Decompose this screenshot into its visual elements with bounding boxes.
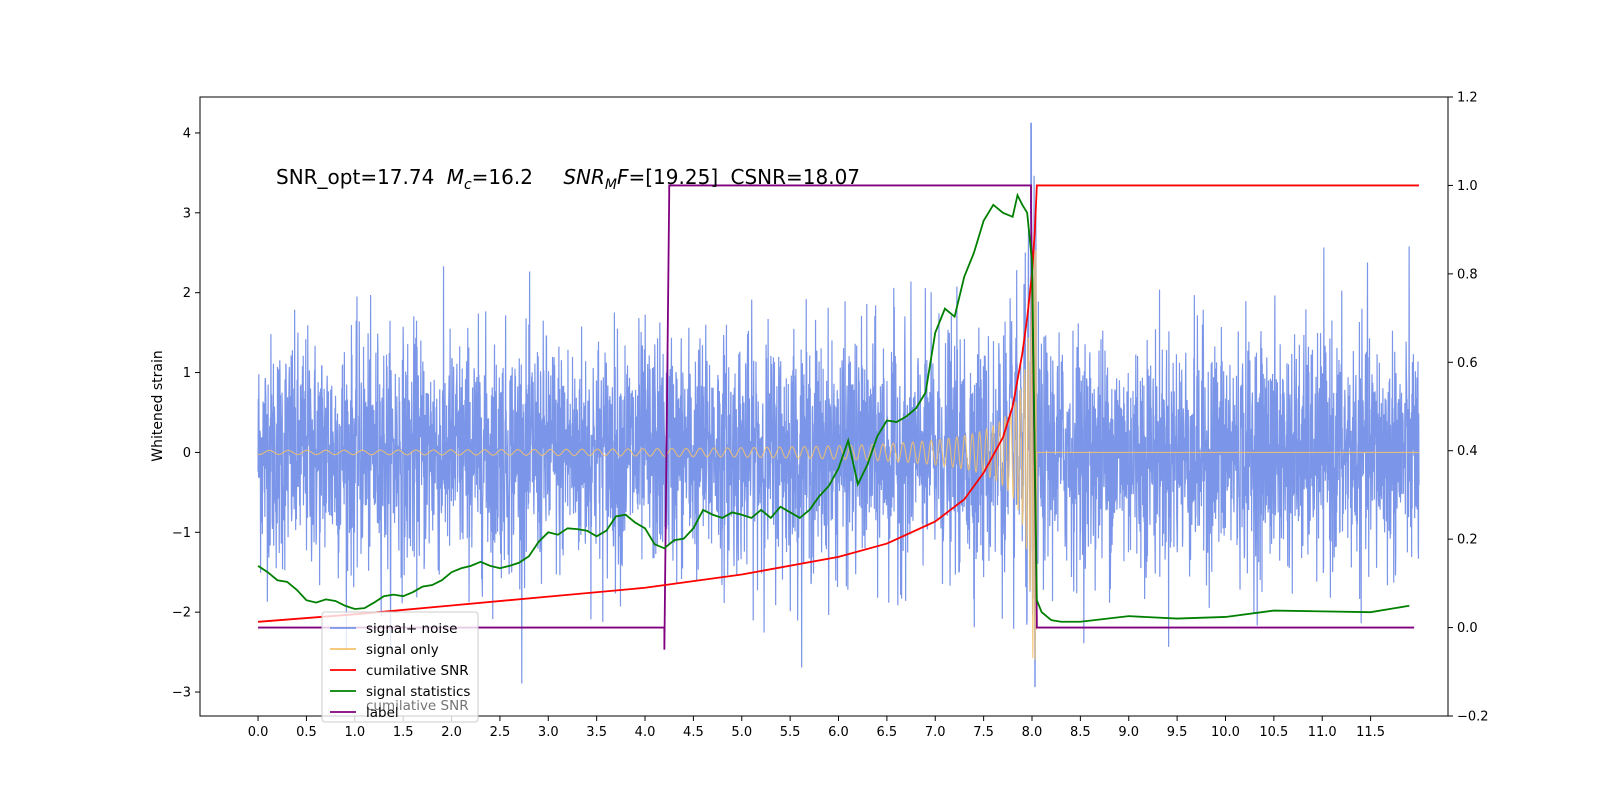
annot-snr-mf-f: F bbox=[617, 165, 629, 189]
annot-snr-mf-value: =[19.25] bbox=[629, 165, 719, 189]
x-tick-label: 0.5 bbox=[296, 725, 317, 740]
y-left-tick-label: −1 bbox=[172, 526, 191, 541]
legend-overlap-text: cumilative SNR bbox=[366, 698, 469, 714]
legend-label: signal statistics bbox=[366, 684, 470, 700]
signal-only-series bbox=[257, 249, 1419, 660]
x-tick-label: 9.0 bbox=[1118, 725, 1139, 740]
y-right-tick-label: 0.8 bbox=[1457, 267, 1478, 282]
legend-item: signal only bbox=[330, 642, 439, 658]
x-tick-label: 2.0 bbox=[441, 725, 462, 740]
signal-noise-series bbox=[257, 122, 1420, 688]
legend-item: cumilative SNR bbox=[330, 663, 469, 679]
x-tick-label: 0.0 bbox=[248, 725, 269, 740]
y-right-tick-label: 0.2 bbox=[1457, 533, 1478, 548]
y-left-tick-label: 3 bbox=[183, 206, 191, 221]
y-axis-label: Whitened strain bbox=[150, 350, 166, 461]
legend-label: signal only bbox=[366, 642, 439, 658]
y-right-tick-label: 0.4 bbox=[1457, 444, 1478, 459]
signal-noise-line bbox=[257, 122, 1420, 688]
y-left-tick-label: 0 bbox=[183, 446, 191, 461]
chart-annotation: SNR_opt=17.74 Mc=16.2 SNRMF=[19.25] CSNR… bbox=[276, 165, 860, 193]
x-tick-label: 9.5 bbox=[1167, 725, 1188, 740]
legend-label: cumilative SNR bbox=[366, 663, 469, 679]
x-tick-label: 6.5 bbox=[877, 725, 898, 740]
y-left-tick-label: 1 bbox=[183, 366, 191, 381]
annot-mc-symbol: M bbox=[447, 165, 464, 189]
y-axis-right: −0.2 0.0 0.2 0.4 0.6 0.8 1.0 1.2 bbox=[1448, 91, 1489, 725]
y-axis-left: −3 −2 −1 0 1 2 3 4 bbox=[172, 126, 200, 701]
y-right-tick-label: −0.2 bbox=[1457, 710, 1489, 725]
legend-item: signal statistics bbox=[330, 684, 470, 700]
legend-item: signal+ noise bbox=[330, 621, 457, 637]
y-left-tick-label: 4 bbox=[183, 126, 191, 141]
signal-statistics-line bbox=[257, 192, 1410, 623]
y-right-tick-label: 0.6 bbox=[1457, 356, 1478, 371]
annot-snr-opt: SNR_opt=17.74 bbox=[276, 165, 434, 189]
label-series bbox=[258, 184, 1415, 650]
x-tick-label: 7.0 bbox=[925, 725, 946, 740]
x-tick-label: 7.5 bbox=[973, 725, 994, 740]
signal-statistics-series bbox=[257, 192, 1410, 623]
y-right-tick-label: 0.0 bbox=[1457, 621, 1478, 636]
legend-box bbox=[321, 611, 479, 723]
x-tick-label: 6.0 bbox=[828, 725, 849, 740]
annot-snr-mf-sub: M bbox=[605, 177, 617, 193]
legend-label: label bbox=[366, 705, 399, 721]
y-left-tick-label: −2 bbox=[172, 606, 191, 621]
x-tick-label: 4.5 bbox=[683, 725, 704, 740]
x-tick-label: 3.0 bbox=[538, 725, 559, 740]
x-tick-label: 10.5 bbox=[1259, 725, 1288, 740]
y-right-tick-label: 1.2 bbox=[1457, 91, 1478, 106]
x-axis: 0.0 0.5 1.0 1.5 2.0 2.5 3.0 3.5 4.0 4.5 5.0 5.5 6.0 6… bbox=[248, 716, 1385, 740]
x-tick-label: 5.0 bbox=[731, 725, 752, 740]
legend: cumilative SNR signal+ noise signal only c… bbox=[321, 611, 479, 723]
x-tick-label: 5.5 bbox=[780, 725, 801, 740]
annot-mc-value: =16.2 bbox=[472, 165, 533, 189]
legend-label: signal+ noise bbox=[366, 621, 457, 637]
x-tick-label: 4.0 bbox=[635, 725, 656, 740]
x-tick-label: 11.5 bbox=[1356, 725, 1385, 740]
label-line bbox=[258, 184, 1415, 650]
plot-frame bbox=[199, 96, 1449, 717]
y-right-tick-label: 1.0 bbox=[1457, 179, 1478, 194]
annot-snr-mf-symbol: SNR bbox=[563, 165, 605, 189]
x-tick-label: 1.5 bbox=[393, 725, 414, 740]
signal-only-line bbox=[257, 249, 1419, 660]
x-tick-label: 10.0 bbox=[1211, 725, 1240, 740]
x-tick-label: 11.0 bbox=[1308, 725, 1337, 740]
x-tick-label: 3.5 bbox=[586, 725, 607, 740]
x-tick-label: 2.5 bbox=[490, 725, 511, 740]
x-tick-label: 1.0 bbox=[344, 725, 365, 740]
x-tick-label: 8.5 bbox=[1070, 725, 1091, 740]
legend-item: label bbox=[330, 705, 399, 721]
x-tick-label: 8.0 bbox=[1022, 725, 1043, 740]
y-left-tick-label: −3 bbox=[172, 686, 191, 701]
y-left-tick-label: 2 bbox=[183, 286, 191, 301]
annot-mc-sub: c bbox=[464, 177, 472, 193]
annot-csnr: CSNR=18.07 bbox=[730, 165, 860, 189]
